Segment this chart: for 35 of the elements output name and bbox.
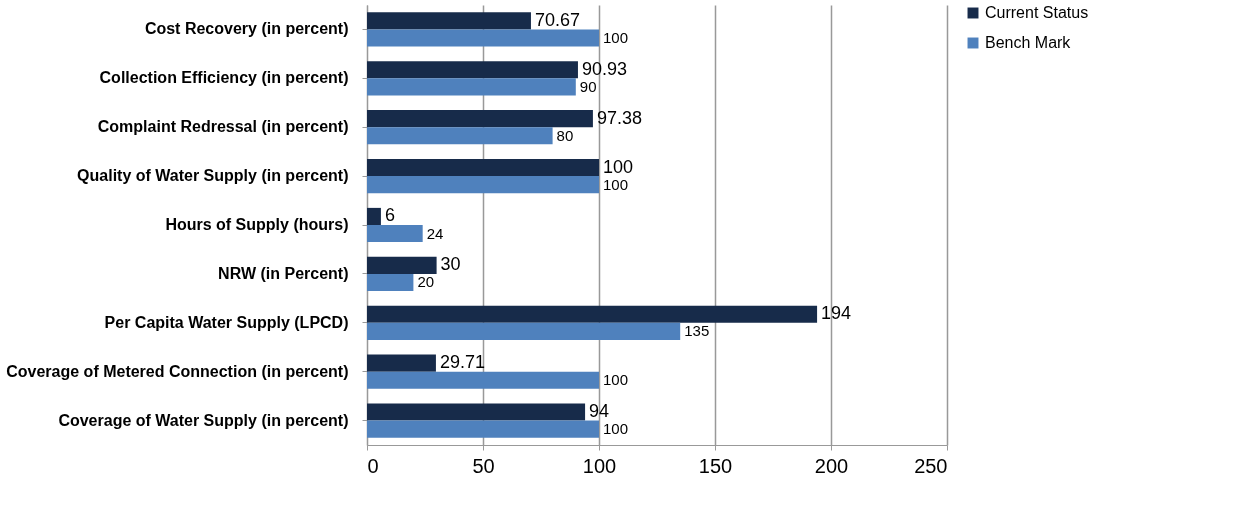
- x-tick-label: 50: [472, 454, 495, 477]
- y-tick-label: Quality of Water Supply (in percent): [77, 167, 349, 185]
- data-label: 90.93: [581, 58, 627, 79]
- y-tick-label: Hours of Supply (hours): [165, 216, 349, 233]
- data-label: 100: [603, 420, 629, 438]
- y-tick-label: Collection Efficiency (in percent): [99, 69, 349, 87]
- data-label: 194: [821, 303, 852, 324]
- y-tick-label: NRW (in Percent): [218, 264, 349, 282]
- data-label: 100: [603, 29, 629, 46]
- x-tick-label: 0: [367, 454, 379, 477]
- data-label: 97.38: [596, 107, 642, 128]
- y-tick-label: Coverage of Metered Connection (in percent): [6, 362, 349, 380]
- legend-label: Current Status: [985, 4, 1089, 21]
- data-label: 80: [556, 126, 574, 144]
- data-label: 29.71: [439, 352, 485, 373]
- data-label: 100: [603, 156, 634, 177]
- data-label: 94: [589, 401, 610, 421]
- data-label: 70.67: [534, 9, 580, 30]
- data-label: 90: [579, 77, 597, 95]
- data-label: 6: [384, 205, 395, 226]
- data-label: 20: [417, 273, 435, 291]
- x-tick-label: 100: [582, 454, 617, 477]
- data-label: 30: [440, 254, 461, 275]
- legend-label: Bench Mark: [985, 34, 1072, 51]
- y-tick-label: Cost Recovery (in percent): [144, 20, 349, 38]
- y-tick-label: Coverage of Water Supply (in percent): [58, 411, 349, 429]
- x-tick-label: 150: [698, 454, 733, 477]
- data-label: 100: [603, 175, 629, 193]
- x-tick-label: 250: [914, 454, 948, 477]
- data-label: 135: [684, 322, 710, 340]
- y-tick-label: Per Capita Water Supply (LPCD): [104, 313, 349, 331]
- data-label: 24: [426, 224, 444, 242]
- data-label: 100: [603, 371, 629, 389]
- x-tick-label: 200: [814, 454, 849, 477]
- y-tick-label: Complaint Redressal (in percent): [97, 118, 349, 136]
